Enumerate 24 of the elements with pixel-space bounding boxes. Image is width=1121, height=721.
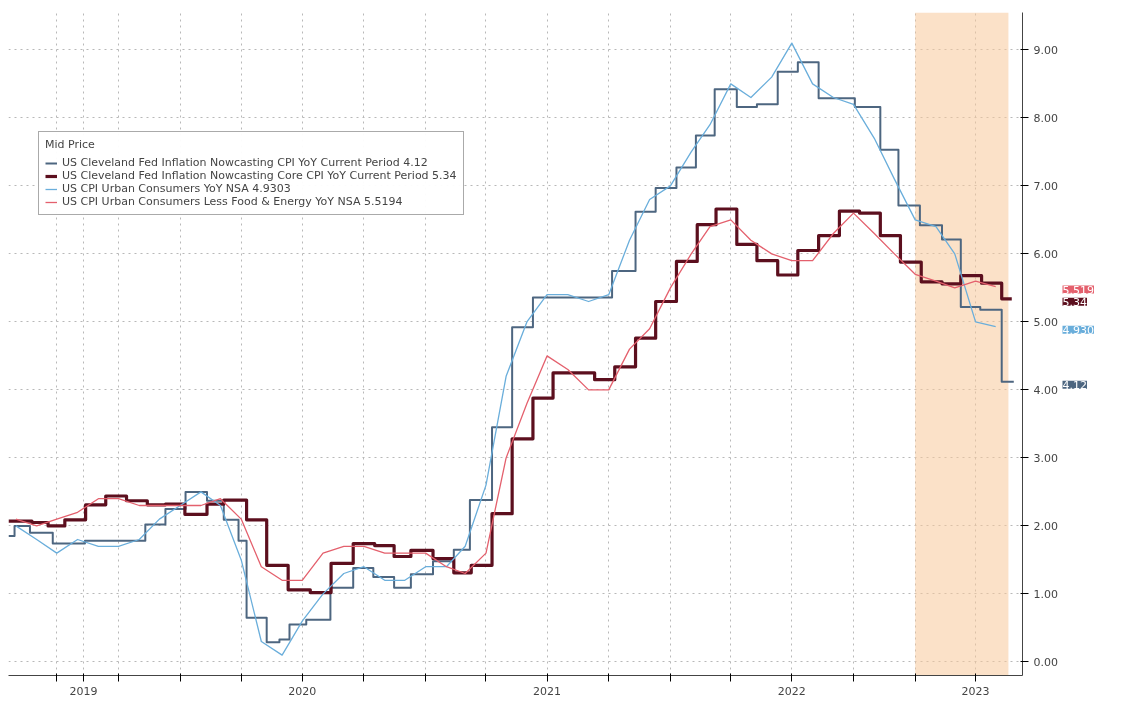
y-tick-label: 0.00 — [1033, 655, 1058, 669]
y-tick-label: 7.00 — [1033, 179, 1058, 193]
y-tick-label: 3.00 — [1033, 451, 1058, 465]
y-tick-label: 5.00 — [1033, 315, 1058, 329]
legend-label: US Cleveland Fed Inflation Nowcasting CPI YoY Current Period 4.12 — [62, 156, 428, 169]
legend-label: US Cleveland Fed Inflation Nowcasting Core CPI YoY Current Period 5.34 — [62, 169, 457, 182]
text: 4.12 — [1062, 378, 1087, 392]
x-tick-label: 2020 — [288, 684, 317, 698]
x-tick-label: 2023 — [961, 684, 990, 698]
y-tick-label: 9.00 — [1033, 43, 1058, 57]
x-tick-label: 2021 — [533, 684, 562, 698]
text: 5.519 — [1062, 283, 1094, 297]
x-tick-label: 2022 — [777, 684, 806, 698]
text: 4.930 — [1062, 323, 1094, 337]
x-tick-label: 2019 — [69, 684, 98, 698]
y-tick-label: 2.00 — [1033, 519, 1058, 533]
legend-label: US CPI Urban Consumers YoY NSA 4.9303 — [62, 182, 291, 195]
legend-label: US CPI Urban Consumers Less Food & Energy YoY NSA 5.5194 — [62, 195, 403, 208]
y-tick-label: 6.00 — [1033, 247, 1058, 261]
y-tick-label: 1.00 — [1033, 587, 1058, 601]
text: 5.34 — [1062, 295, 1087, 309]
legend-title: Mid Price — [45, 138, 96, 151]
y-tick-label: 4.00 — [1033, 383, 1058, 397]
y-tick-label: 8.00 — [1033, 111, 1058, 125]
